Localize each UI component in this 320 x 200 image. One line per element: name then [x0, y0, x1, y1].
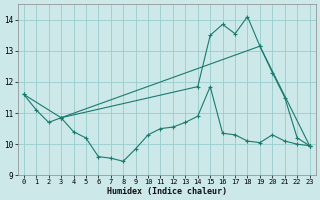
X-axis label: Humidex (Indice chaleur): Humidex (Indice chaleur)	[107, 187, 227, 196]
